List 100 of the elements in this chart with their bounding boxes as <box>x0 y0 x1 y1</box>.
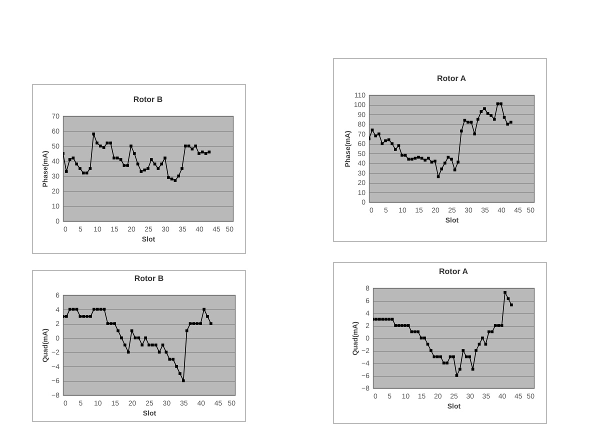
point <box>490 330 494 334</box>
point <box>182 379 185 382</box>
point <box>423 336 426 340</box>
point <box>420 336 423 340</box>
point <box>410 330 414 334</box>
point <box>464 355 468 358</box>
point <box>172 358 174 361</box>
point <box>210 322 212 325</box>
point <box>177 174 180 178</box>
point <box>378 318 381 321</box>
point <box>184 144 187 148</box>
point <box>480 110 483 113</box>
point <box>468 355 472 358</box>
point <box>75 162 78 166</box>
point <box>164 350 168 354</box>
point <box>446 362 448 364</box>
point <box>488 330 490 334</box>
point <box>404 324 407 327</box>
point <box>417 156 420 159</box>
point <box>504 290 506 294</box>
point <box>450 158 453 161</box>
point <box>440 168 444 170</box>
point <box>436 355 439 358</box>
point <box>506 122 510 126</box>
point <box>388 318 391 321</box>
point <box>132 152 136 155</box>
point <box>384 139 387 142</box>
point <box>148 344 150 346</box>
point <box>458 368 462 371</box>
point <box>82 172 85 174</box>
point <box>187 144 190 148</box>
point <box>119 158 122 161</box>
point <box>120 336 123 340</box>
point <box>116 156 119 160</box>
line-series <box>63 132 211 182</box>
point <box>413 330 416 334</box>
point <box>137 336 140 340</box>
point <box>198 152 200 155</box>
point <box>106 322 110 325</box>
point <box>416 330 420 334</box>
point <box>486 112 490 115</box>
point <box>204 152 208 155</box>
point <box>72 156 75 160</box>
point <box>500 102 502 106</box>
line-series <box>63 308 212 382</box>
point <box>110 322 113 325</box>
point <box>434 160 436 163</box>
point <box>88 167 92 170</box>
point <box>456 160 460 164</box>
point <box>397 144 400 147</box>
point <box>476 118 480 121</box>
point <box>92 308 96 311</box>
point <box>140 170 143 173</box>
point <box>453 168 456 172</box>
point <box>78 315 82 318</box>
point <box>82 315 86 318</box>
point <box>374 134 378 138</box>
point <box>394 324 397 327</box>
point <box>136 162 140 166</box>
point <box>156 167 160 170</box>
point <box>455 374 458 377</box>
point <box>424 158 427 162</box>
point <box>153 162 156 166</box>
point <box>98 144 102 148</box>
point <box>68 308 72 311</box>
point <box>370 128 374 132</box>
point <box>124 344 126 346</box>
point <box>106 142 109 144</box>
point <box>474 349 478 352</box>
point <box>99 308 102 311</box>
point <box>196 322 199 325</box>
point <box>510 303 513 306</box>
point <box>180 167 184 170</box>
point <box>407 158 410 161</box>
point <box>452 355 455 358</box>
point <box>439 355 442 358</box>
point <box>208 150 211 154</box>
point <box>185 329 188 332</box>
point <box>462 349 465 352</box>
point <box>410 158 414 161</box>
point <box>494 324 497 327</box>
point <box>190 148 194 150</box>
chart-title: Rotor A <box>436 74 466 83</box>
point <box>381 318 384 321</box>
point <box>500 324 504 327</box>
point <box>144 336 147 340</box>
point <box>443 162 446 165</box>
point <box>492 118 496 121</box>
point <box>397 324 400 327</box>
line-series <box>369 102 512 178</box>
point <box>466 120 470 124</box>
point <box>134 336 137 340</box>
point <box>160 162 164 166</box>
point <box>400 154 404 157</box>
point <box>400 324 404 327</box>
point <box>68 158 72 161</box>
point <box>102 146 106 149</box>
point <box>497 324 500 327</box>
point <box>170 178 174 180</box>
point <box>426 156 430 160</box>
